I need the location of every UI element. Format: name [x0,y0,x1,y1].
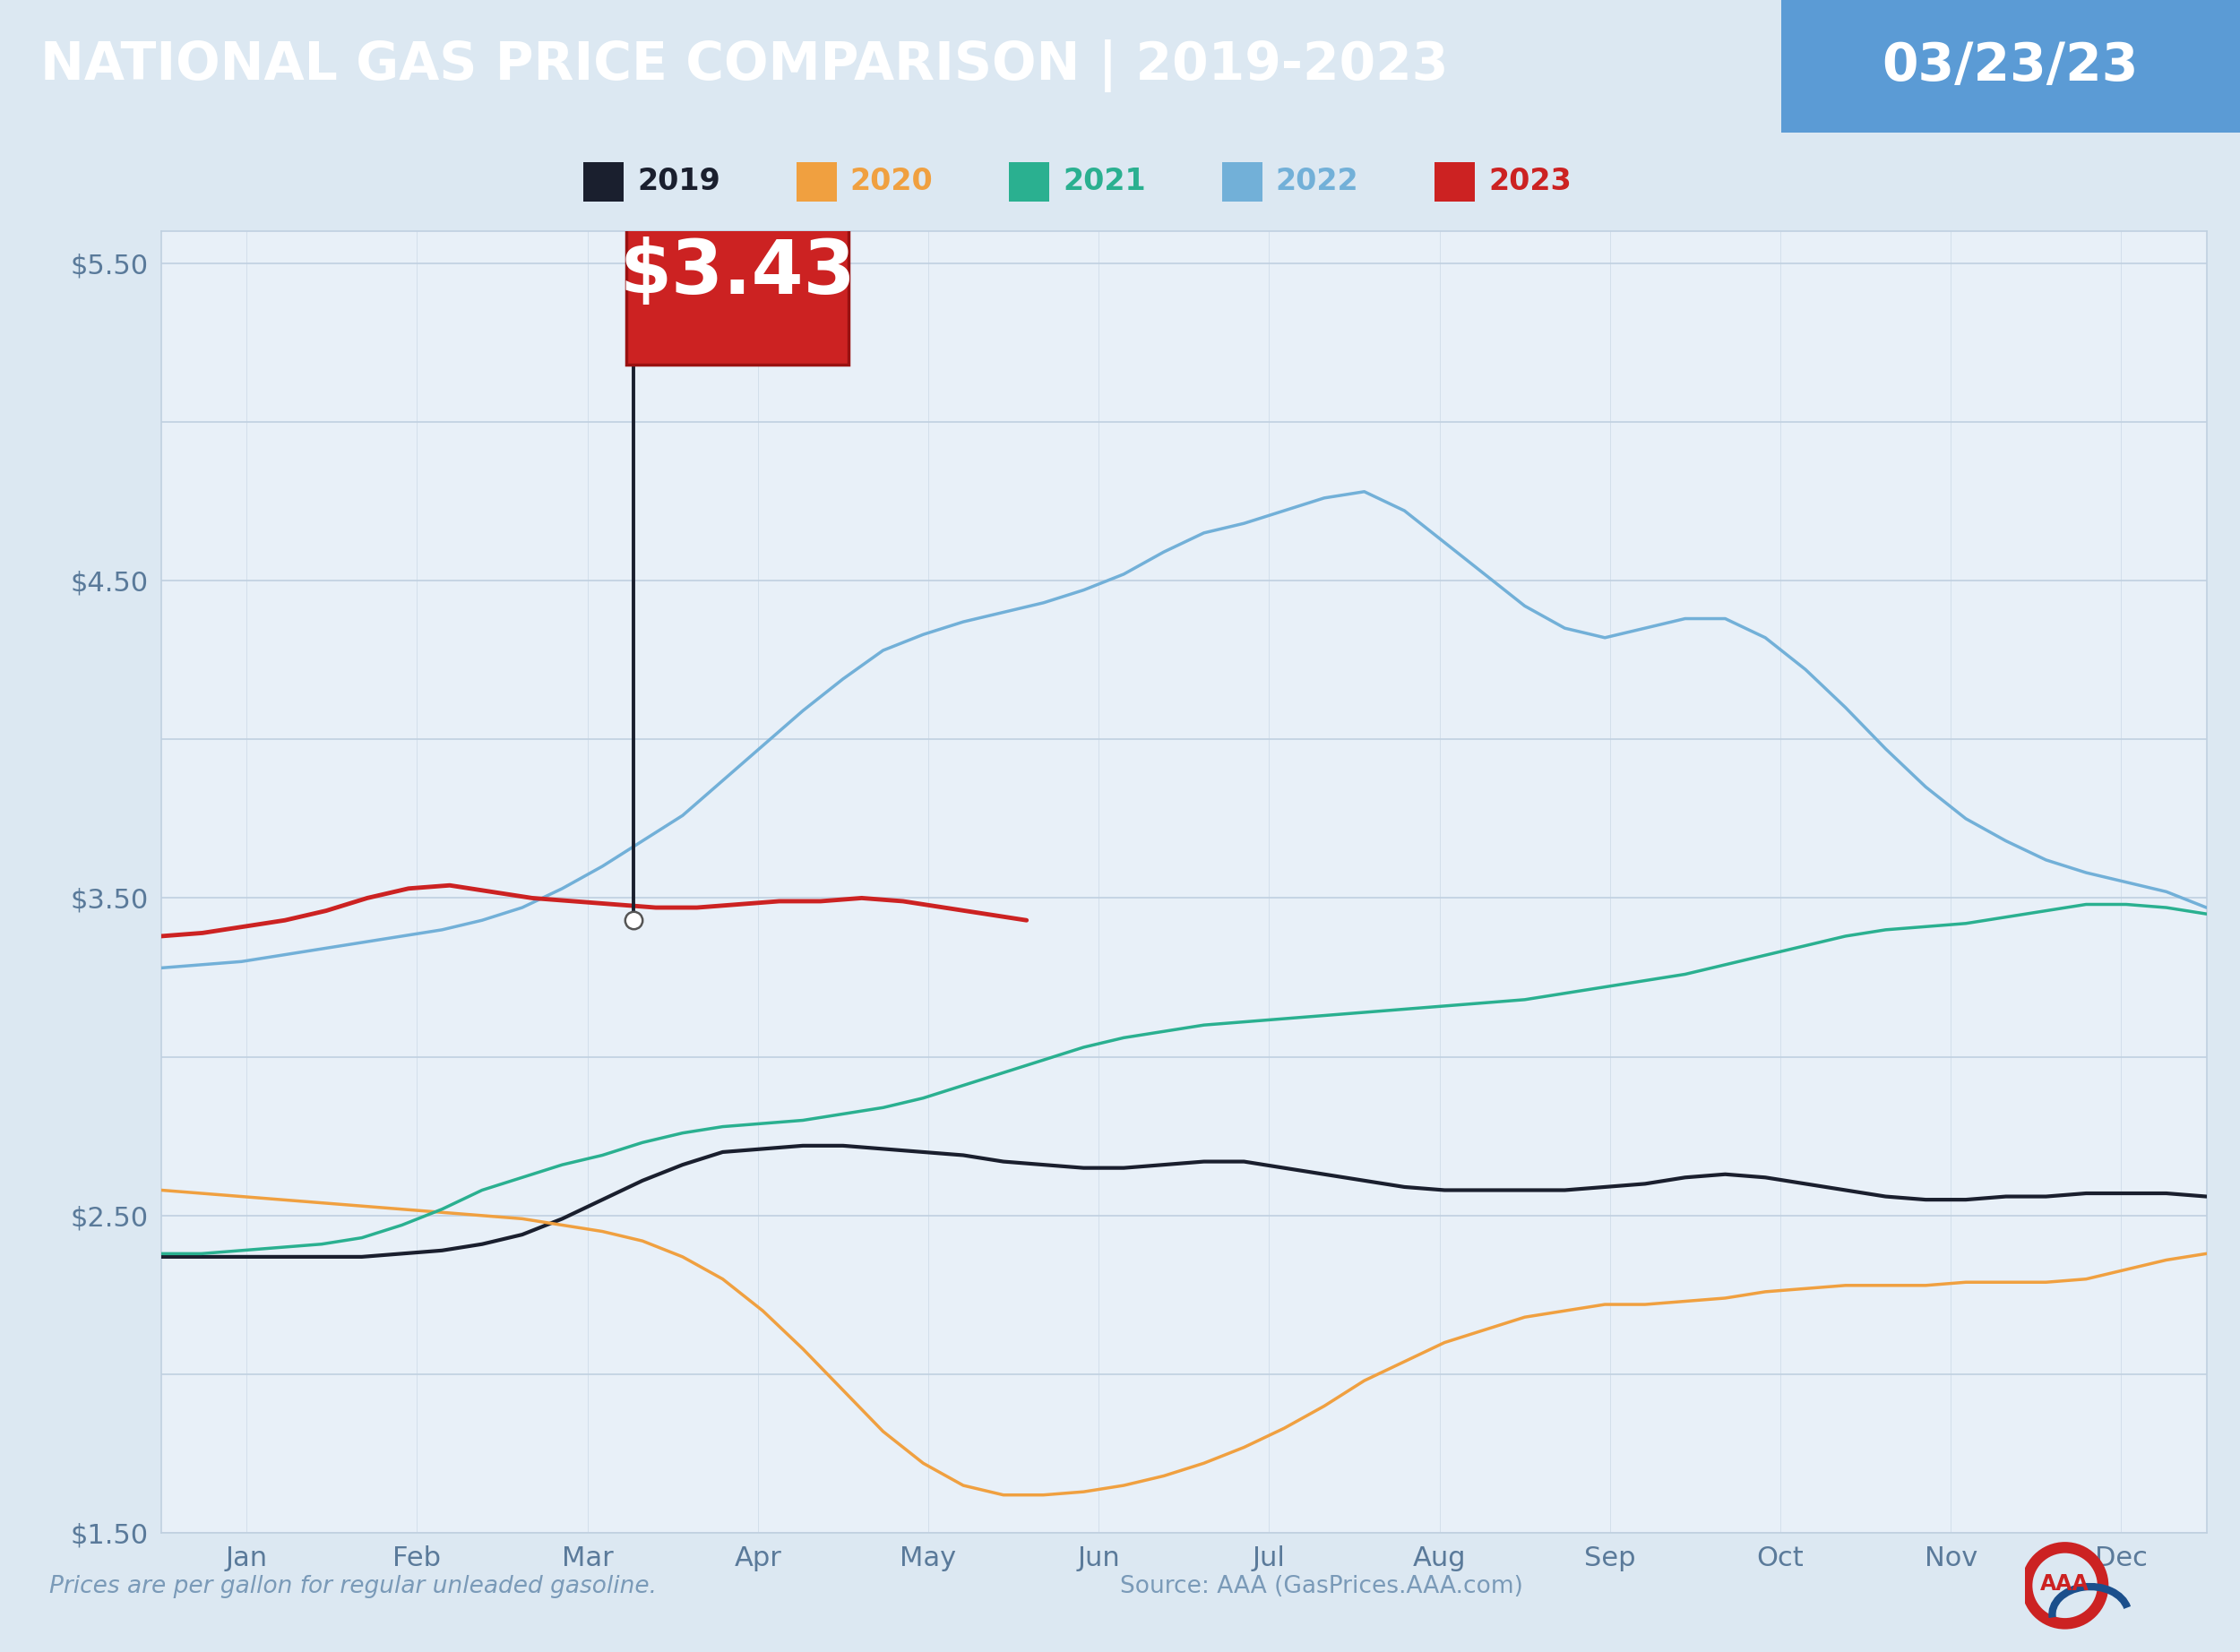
FancyBboxPatch shape [582,162,625,202]
FancyBboxPatch shape [627,180,849,365]
Text: 2020: 2020 [851,167,934,197]
Text: 2021: 2021 [1064,167,1147,197]
FancyBboxPatch shape [797,162,838,202]
FancyBboxPatch shape [1781,0,2240,132]
Text: Prices are per gallon for regular unleaded gasoline.: Prices are per gallon for regular unlead… [49,1574,656,1597]
FancyBboxPatch shape [1008,162,1048,202]
Text: 2023: 2023 [1490,167,1572,197]
Text: 03/23/23: 03/23/23 [1882,41,2139,91]
Text: Source: AAA (GasPrices.AAA.com): Source: AAA (GasPrices.AAA.com) [1120,1574,1523,1597]
Text: AAA: AAA [2041,1573,2090,1594]
Text: 2022: 2022 [1277,167,1360,197]
FancyBboxPatch shape [1223,162,1263,202]
Text: 2019: 2019 [638,167,721,197]
Text: NATIONAL GAS PRICE COMPARISON | 2019-2023: NATIONAL GAS PRICE COMPARISON | 2019-202… [40,40,1449,93]
FancyBboxPatch shape [1436,162,1476,202]
Text: $3.43: $3.43 [618,236,856,309]
